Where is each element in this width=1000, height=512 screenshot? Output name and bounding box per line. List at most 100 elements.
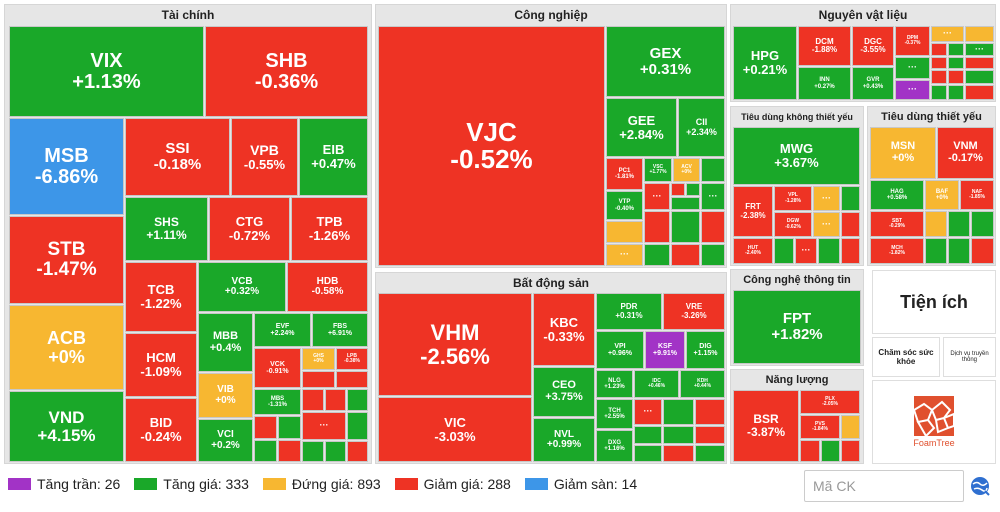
stock-tile-more[interactable]: ··· (795, 238, 817, 264)
stock-tile-mbs[interactable]: MBS -1.31% (254, 389, 301, 415)
stock-tile-pdr[interactable]: PDR +0.31% (596, 293, 662, 330)
stock-tile-vpi[interactable]: VPI +0.96% (596, 331, 644, 369)
stock-tile-small[interactable] (701, 211, 725, 243)
stock-tile-fpt[interactable]: FPT +1.82% (733, 290, 861, 364)
stock-tile-small[interactable] (948, 57, 964, 69)
stock-tile-small[interactable] (774, 238, 794, 264)
stock-tile-small[interactable] (671, 183, 685, 196)
stock-tile-small[interactable] (931, 85, 947, 100)
stock-tile-more[interactable]: ··· (644, 183, 670, 210)
stock-tile-small[interactable] (254, 440, 277, 462)
stock-tile-more[interactable]: ··· (634, 399, 662, 425)
stock-tile-small[interactable] (925, 211, 947, 237)
stock-tile-small[interactable] (948, 85, 964, 100)
stock-tile-small[interactable] (965, 26, 994, 42)
stock-tile-frt[interactable]: FRT -2.38% (733, 186, 773, 237)
stock-tile-inn[interactable]: INN +0.27% (798, 67, 851, 100)
stock-tile-small[interactable] (254, 416, 277, 439)
stock-tile-nvl[interactable]: NVL +0.99% (533, 418, 595, 462)
stock-tile-mwg[interactable]: MWG +3.67% (733, 127, 860, 185)
stock-tile-acb[interactable]: ACB +0% (9, 305, 124, 390)
stock-tile-small[interactable] (302, 389, 324, 411)
stock-tile-vtp[interactable]: VTP -0.40% (606, 191, 643, 220)
stock-tile-dgw[interactable]: DGW -0.62% (774, 212, 812, 237)
stock-tile-small[interactable] (671, 244, 700, 266)
stock-tile-dpm[interactable]: DPM -0.37% (895, 26, 930, 56)
stock-tile-small[interactable] (800, 440, 820, 462)
stock-tile-more[interactable]: ··· (931, 26, 964, 42)
stock-tile-dxg[interactable]: DXG +1.16% (596, 430, 633, 462)
stock-tile-mch[interactable]: MCH -1.82% (870, 238, 924, 264)
stock-tile-small[interactable] (695, 445, 725, 462)
stock-tile-small[interactable] (931, 43, 947, 56)
sector-cham-soc-suc-khoe[interactable]: Chăm sóc sức khỏe (872, 337, 940, 377)
stock-tile-evf[interactable]: EVF +2.24% (254, 313, 311, 347)
stock-tile-vnd[interactable]: VND +4.15% (9, 391, 124, 462)
stock-tile-shs[interactable]: SHS +1.11% (125, 197, 208, 261)
stock-tile-eib[interactable]: EIB +0.47% (299, 118, 368, 196)
stock-tile-more[interactable]: ··· (606, 244, 643, 266)
stock-tile-small[interactable] (925, 238, 947, 264)
stock-tile-gvr[interactable]: GVR +0.43% (852, 67, 894, 100)
stock-tile-hut[interactable]: HUT -2.40% (733, 238, 773, 264)
stock-tile-vix[interactable]: VIX +1.13% (9, 26, 204, 117)
stock-tile-idc[interactable]: IDC +0.46% (634, 370, 679, 398)
stock-tile-gee[interactable]: GEE +2.84% (606, 98, 677, 157)
stock-tile-small[interactable] (644, 211, 670, 243)
stock-tile-small[interactable] (841, 212, 860, 237)
globe-icon[interactable] (970, 476, 990, 496)
stock-tile-small[interactable] (931, 57, 947, 69)
stock-tile-small[interactable] (671, 197, 700, 210)
stock-tile-nlg[interactable]: NLG +1.23% (596, 370, 633, 398)
stock-tile-vhm[interactable]: VHM -2.56% (378, 293, 532, 396)
stock-tile-msn[interactable]: MSN +0% (870, 127, 936, 179)
stock-tile-gex[interactable]: GEX +0.31% (606, 26, 725, 97)
stock-tile-small[interactable] (965, 57, 994, 69)
stock-tile-small[interactable] (347, 412, 368, 440)
stock-tile-small[interactable] (347, 389, 368, 411)
stock-tile-small[interactable] (302, 371, 335, 388)
stock-tile-vib[interactable]: VIB +0% (198, 373, 253, 418)
stock-tile-more[interactable]: ··· (813, 186, 840, 211)
stock-tile-lpb[interactable]: LPB -0.38% (336, 348, 368, 370)
stock-tile-pc1[interactable]: PC1 -1.81% (606, 158, 643, 190)
stock-tile-shb[interactable]: SHB -0.36% (205, 26, 368, 117)
stock-tile-more[interactable]: ··· (813, 212, 840, 237)
stock-tile-small[interactable] (841, 440, 860, 462)
stock-tile-hpg[interactable]: HPG +0.21% (733, 26, 797, 100)
stock-tile-dgc[interactable]: DGC -3.55% (852, 26, 894, 66)
stock-tile-tpb[interactable]: TPB -1.26% (291, 197, 368, 261)
stock-tile-ksf[interactable]: KSF +9.91% (645, 331, 685, 369)
stock-tile-fbs[interactable]: FBS +6.91% (312, 313, 368, 347)
stock-tile-vpl[interactable]: VPL -1.28% (774, 186, 812, 211)
stock-tile-small[interactable] (948, 211, 970, 237)
stock-tile-small[interactable] (971, 211, 994, 237)
stock-tile-vsc[interactable]: VSC +1.77% (644, 158, 672, 182)
stock-tile-small[interactable] (948, 43, 964, 56)
sector-tien-ich[interactable]: Tiện ích (872, 270, 996, 334)
stock-tile-pvs[interactable]: PVS -1.84% (800, 415, 840, 439)
stock-tile-tch[interactable]: TCH +2.55% (596, 399, 633, 429)
stock-tile-vnm[interactable]: VNM -0.17% (937, 127, 994, 179)
stock-tile-small[interactable] (278, 416, 301, 439)
stock-tile-acv[interactable]: ACV +0% (673, 158, 700, 182)
stock-tile-more[interactable]: ··· (895, 80, 930, 100)
stock-tile-dcm[interactable]: DCM -1.88% (798, 26, 851, 66)
stock-tile-small[interactable] (965, 70, 994, 84)
stock-tile-more[interactable]: ··· (965, 43, 994, 56)
stock-tile-small[interactable] (325, 389, 346, 411)
stock-tile-baf[interactable]: BAF +0% (925, 180, 959, 210)
stock-tile-small[interactable] (841, 415, 860, 439)
sector-dich-vu-truyen-thong[interactable]: Dịch vụ truyền thông (943, 337, 996, 377)
stock-tile-hag[interactable]: HAG +0.58% (870, 180, 924, 210)
stock-tile-small[interactable] (634, 426, 662, 444)
stock-tile-vcb[interactable]: VCB +0.32% (198, 262, 286, 312)
stock-tile-vjc[interactable]: VJC -0.52% (378, 26, 605, 266)
stock-tile-small[interactable] (841, 186, 860, 211)
stock-tile-small[interactable] (663, 426, 694, 444)
stock-tile-small[interactable] (278, 440, 301, 462)
stock-tile-small[interactable] (841, 238, 860, 264)
stock-tile-small[interactable] (644, 244, 670, 266)
stock-tile-plx[interactable]: PLX -2.05% (800, 390, 860, 414)
stock-tile-msb[interactable]: MSB -6.86% (9, 118, 124, 215)
